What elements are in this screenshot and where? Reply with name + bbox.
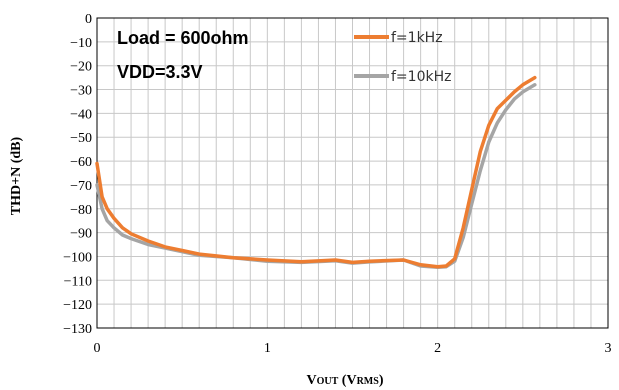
y-tick-label: −10 (70, 36, 92, 51)
y-tick-label: −120 (63, 298, 92, 313)
x-tick-label: 3 (605, 341, 612, 356)
y-tick-label: −70 (70, 179, 92, 194)
y-tick-label: −40 (70, 107, 92, 122)
y-tick-label: −50 (70, 131, 92, 146)
x-axis-title: VOUT (VRMS) (307, 373, 384, 388)
x-axis-title-sub2: RMS (357, 376, 380, 387)
series-line-1 (95, 83, 537, 269)
x-tick-label: 0 (94, 341, 101, 356)
legend-label-10khz: f=10kHz (391, 69, 451, 85)
annotation-vdd: VDD=3.3V (117, 62, 203, 82)
y-tick-label: −100 (63, 250, 92, 265)
y-axis-title: THD+N (dB) (9, 136, 24, 215)
x-tick-label: 2 (434, 341, 441, 356)
y-tick-label: −60 (70, 155, 92, 170)
y-tick-label: −80 (70, 203, 92, 218)
legend-label-1khz: f=1kHz (391, 30, 443, 46)
legend: f=1kHz f=10kHz (354, 30, 451, 85)
x-tick-labels: 0 1 2 3 (94, 341, 612, 356)
y-tick-label: −90 (70, 227, 92, 242)
y-tick-label: −20 (70, 60, 92, 75)
x-tick-label: 1 (264, 341, 271, 356)
y-tick-labels: 0 −10 −20 −30 −40 −50 −60 −70 −80 −90 −100 −110 −120… (63, 12, 92, 337)
annotation-load: Load = 600ohm (117, 28, 249, 48)
y-tick-label: −110 (64, 274, 92, 289)
y-tick-label: 0 (85, 12, 92, 27)
series-line-0 (95, 75, 537, 269)
y-tick-label: −130 (63, 322, 92, 337)
series-lines (95, 75, 537, 269)
x-axis-title-mid: (V (338, 373, 356, 388)
x-axis-title-end: ) (379, 373, 384, 388)
x-axis-title-sub1: OUT (317, 376, 339, 387)
x-axis-title-main: V (307, 373, 317, 388)
y-tick-label: −30 (70, 84, 92, 99)
